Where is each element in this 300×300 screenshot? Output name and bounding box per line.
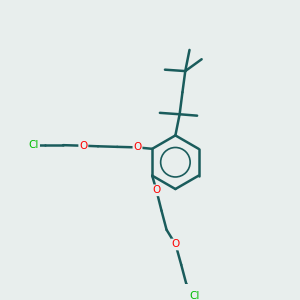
Text: O: O xyxy=(152,185,160,195)
Text: Cl: Cl xyxy=(189,291,200,300)
Text: O: O xyxy=(172,239,180,250)
Text: O: O xyxy=(134,142,142,152)
Text: Cl: Cl xyxy=(29,140,39,150)
Text: O: O xyxy=(79,141,88,151)
